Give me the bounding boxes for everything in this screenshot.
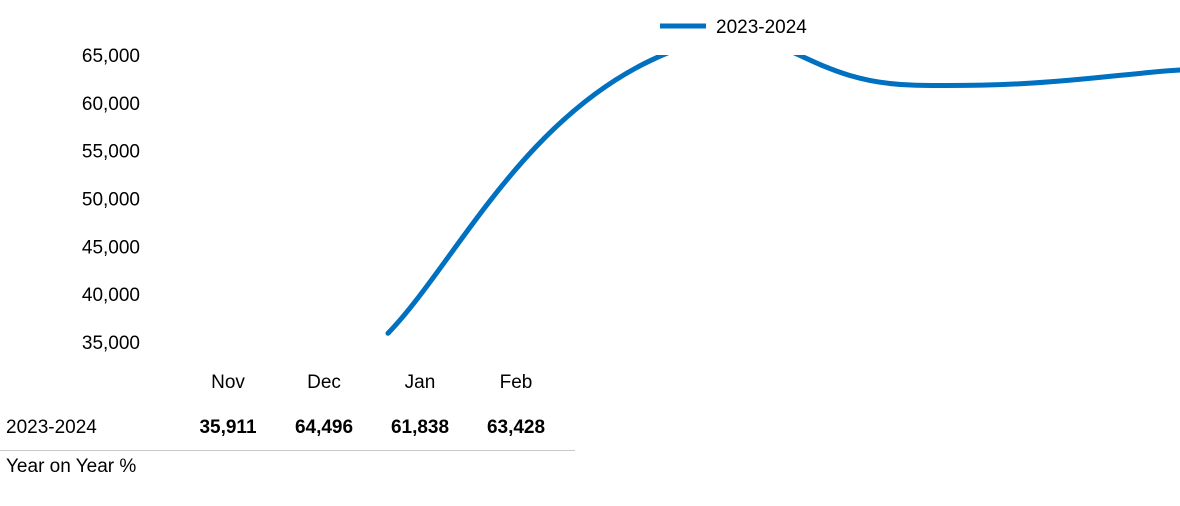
month-header-row: Nov Dec Jan Feb — [0, 360, 580, 406]
yoy-label: Year on Year % — [6, 456, 137, 477]
y-tick-label: 60,000 — [82, 94, 140, 115]
month-label: Feb — [499, 372, 533, 393]
value-cell: 63,428 — [486, 417, 546, 438]
month-label: Jan — [404, 372, 436, 393]
month-label: Dec — [307, 372, 341, 393]
table-row: 2023-2024 35,911 64,496 61,838 63,428 — [0, 406, 575, 451]
legend: 2023-2024 — [660, 17, 807, 38]
row-label: 2023-2024 — [6, 417, 97, 438]
month-label: Nov — [211, 372, 245, 393]
value-cell: 64,496 — [294, 417, 354, 438]
value-cell: 61,838 — [390, 417, 450, 438]
y-tick-label: 35,000 — [82, 333, 140, 354]
series-layer — [385, 55, 1180, 336]
y-tick-label: 45,000 — [82, 237, 140, 258]
series-line — [385, 55, 1180, 336]
y-axis: 65,000 60,000 55,000 50,000 45,000 40,000 35,0… — [82, 46, 140, 354]
y-tick-label: 65,000 — [82, 46, 140, 67]
value-cell: 35,911 — [199, 417, 257, 438]
legend-label: 2023-2024 — [716, 17, 807, 38]
y-tick-label: 55,000 — [82, 142, 140, 163]
data-table: Nov Dec Jan Feb 2023-2024 35,911 64,496 … — [0, 360, 580, 478]
y-tick-label: 40,000 — [82, 285, 140, 306]
y-tick-label: 50,000 — [82, 190, 140, 211]
